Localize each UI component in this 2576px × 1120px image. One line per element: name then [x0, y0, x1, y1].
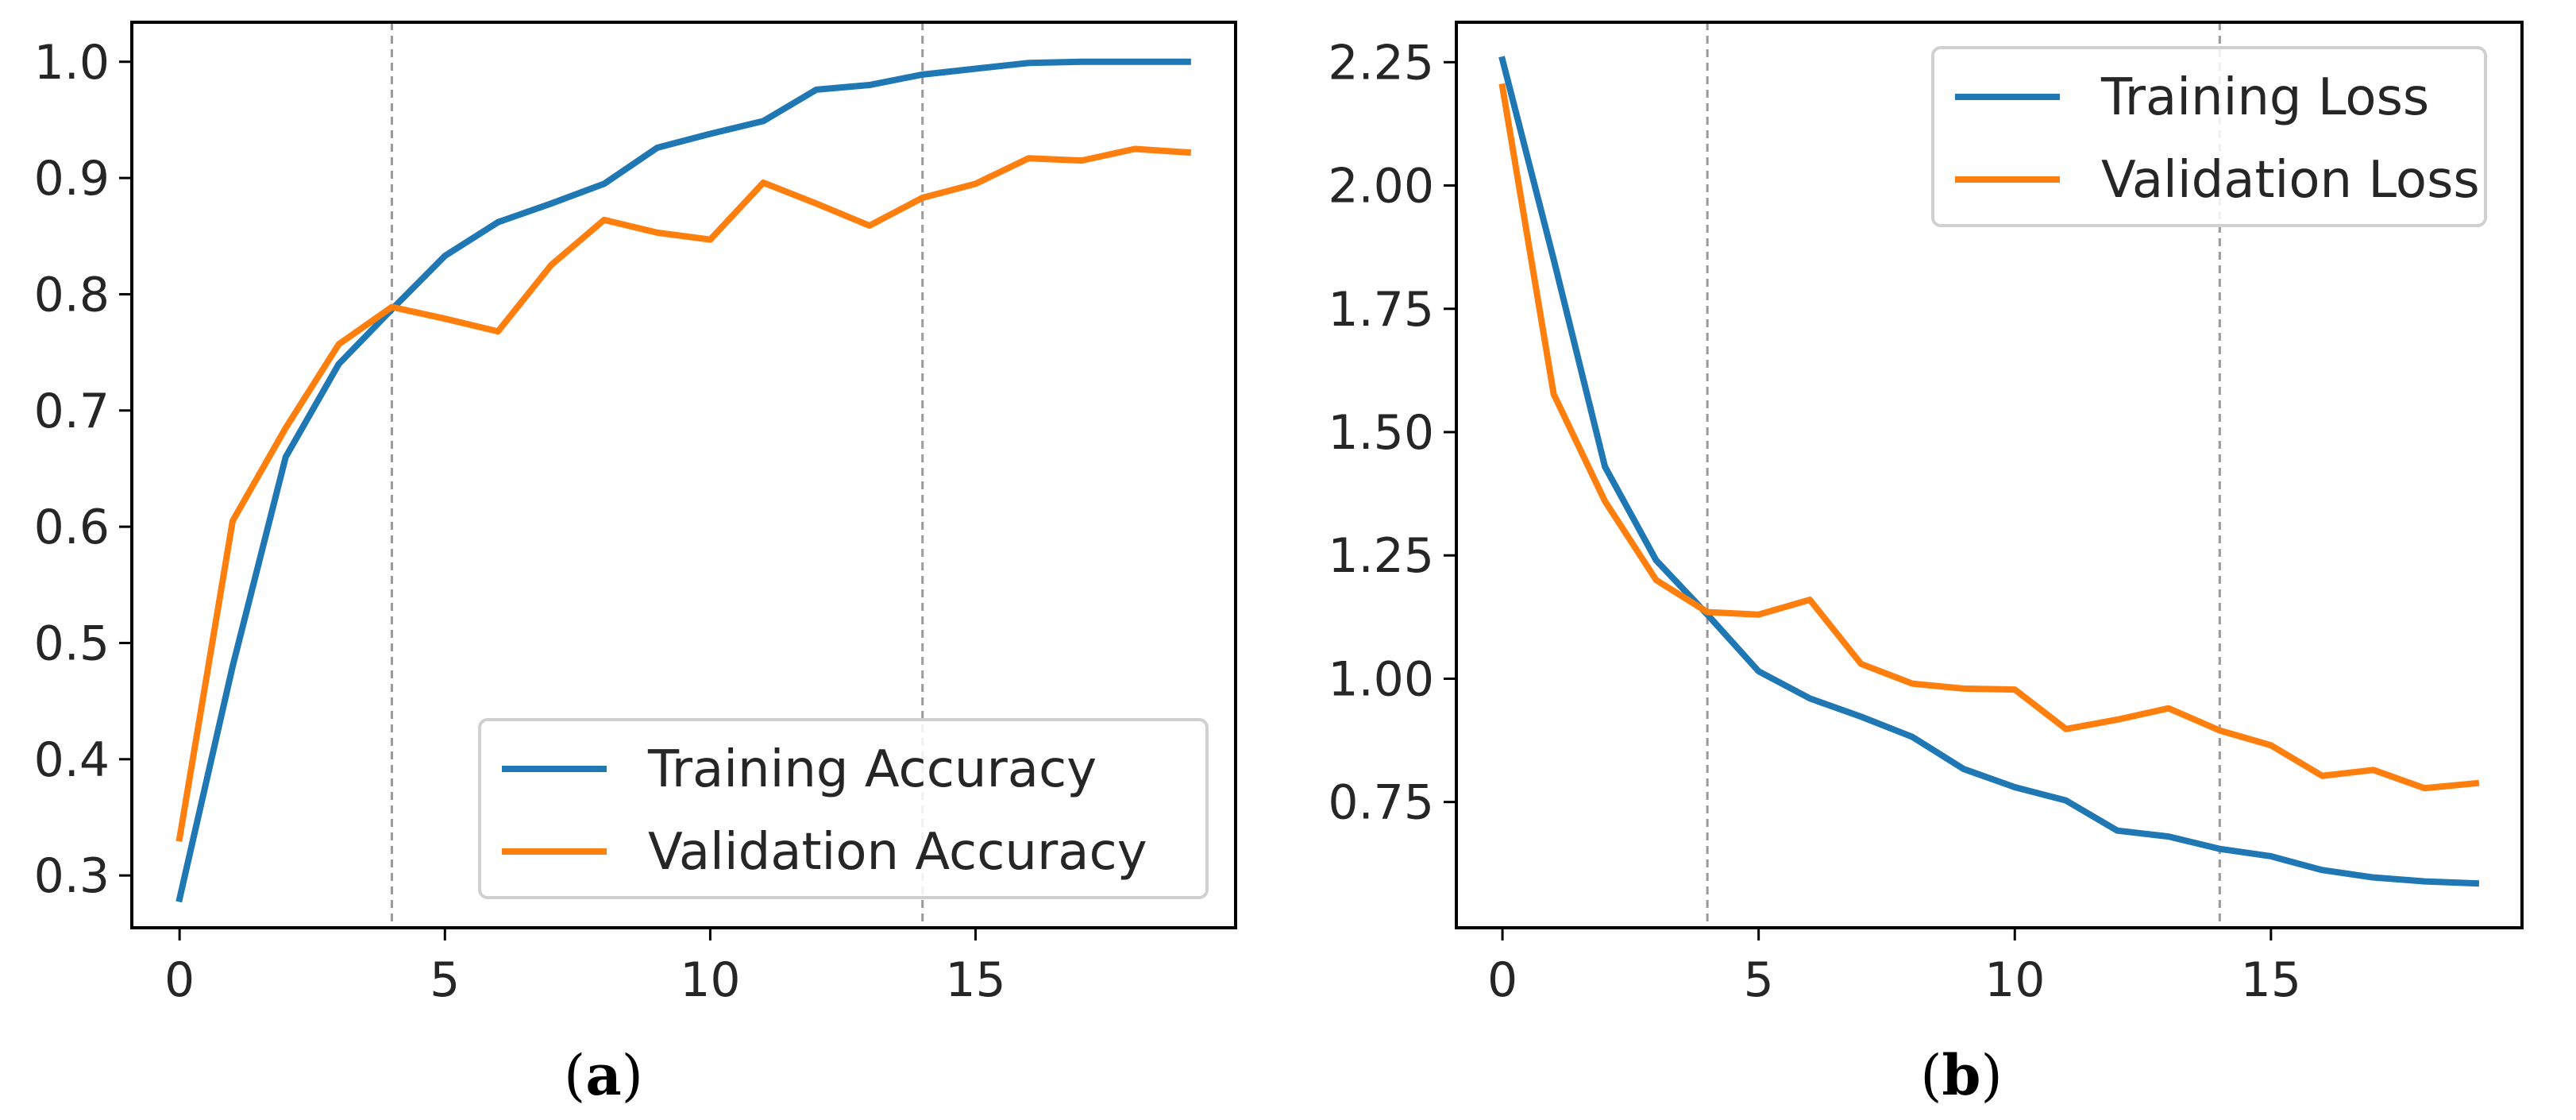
chart-a-x-tick-label: 5: [430, 952, 460, 1008]
chart-b-y-tick-label: 1.75: [1328, 282, 1434, 338]
chart-a-y-tick-label: 0.8: [34, 267, 110, 322]
chart-a-series-validation-accuracy-line: [175, 145, 1192, 842]
chart-a-x-tick-label: 0: [164, 952, 195, 1008]
chart-b-axes-frame: [1455, 21, 2524, 929]
chart-a-x-tick-label: 10: [680, 952, 740, 1008]
chart-a-y-tick-label: 0.5: [34, 616, 110, 671]
chart-b-x-tick-label: 5: [1744, 952, 1774, 1008]
chart-b-legend-label-training-loss: Training Loss: [2100, 68, 2429, 127]
chart-a-legend-box: [478, 718, 1209, 899]
chart-a-y-tick-label: 0.7: [34, 384, 110, 439]
chart-b-series-training-loss-line: [1498, 56, 2480, 887]
chart-b-y-tick-label: 1.50: [1328, 405, 1434, 461]
chart-a-axes-frame: [130, 21, 1237, 929]
chart-a-caption: (a): [564, 1042, 643, 1108]
panel-a-accuracy-chart: 0 5 10 15 0.3 0.4 0.5 0.6 0.7 0.8 0.9 1.0 Training A…: [34, 21, 1237, 1108]
chart-b-series-validation-loss-line: [1498, 83, 2480, 792]
chart-b-x-tick-label: 10: [1984, 952, 2045, 1008]
chart-b-x-tick-label: 15: [2241, 952, 2301, 1008]
chart-a-y-tick-label: 0.3: [34, 848, 110, 904]
chart-b-caption-close: ): [1980, 1043, 2002, 1108]
chart-b-y-tick-label: 1.00: [1328, 651, 1434, 707]
chart-b-legend-box: [1931, 46, 2487, 227]
chart-b-legend-label-validation-loss: Validation Loss: [2101, 151, 2480, 210]
panel-b-loss-chart: 0 5 10 15 0.75 1.00 1.25 1.50 1.75 2.00 2.25 Traini…: [1328, 21, 2524, 1108]
chart-b-caption: (b): [1920, 1042, 2003, 1108]
chart-a-caption-letter: a: [585, 1042, 621, 1108]
chart-a-caption-open: (: [564, 1043, 585, 1108]
chart-b-y-tick-label: 1.25: [1328, 528, 1434, 584]
chart-a-y-tick-label: 0.6: [34, 500, 110, 555]
chart-b-x-tick-label: 0: [1487, 952, 1517, 1008]
chart-a-series-training-accuracy-line: [175, 58, 1191, 903]
chart-a-y-tick-label: 1.0: [34, 35, 110, 91]
chart-b-y-tick-label: 0.75: [1328, 775, 1434, 831]
chart-a-legend: Training Accuracy Validation Accuracy: [478, 718, 1209, 899]
chart-b-y-tick-label: 2.00: [1328, 159, 1434, 214]
chart-b-legend: Training Loss Validation Loss: [1931, 46, 2487, 227]
chart-a-x-tick-label: 15: [945, 952, 1005, 1008]
chart-a-caption-close: ): [622, 1043, 643, 1108]
chart-b-y-tick-label: 2.25: [1328, 35, 1434, 91]
chart-a-legend-label-validation-accuracy: Validation Accuracy: [648, 823, 1147, 882]
chart-a-y-tick-label: 0.9: [34, 151, 110, 207]
chart-b-caption-letter: b: [1942, 1042, 1981, 1108]
chart-b-caption-open: (: [1920, 1043, 1942, 1108]
chart-a-y-tick-label: 0.4: [34, 732, 110, 788]
chart-a-legend-label-training-accuracy: Training Accuracy: [647, 740, 1097, 799]
